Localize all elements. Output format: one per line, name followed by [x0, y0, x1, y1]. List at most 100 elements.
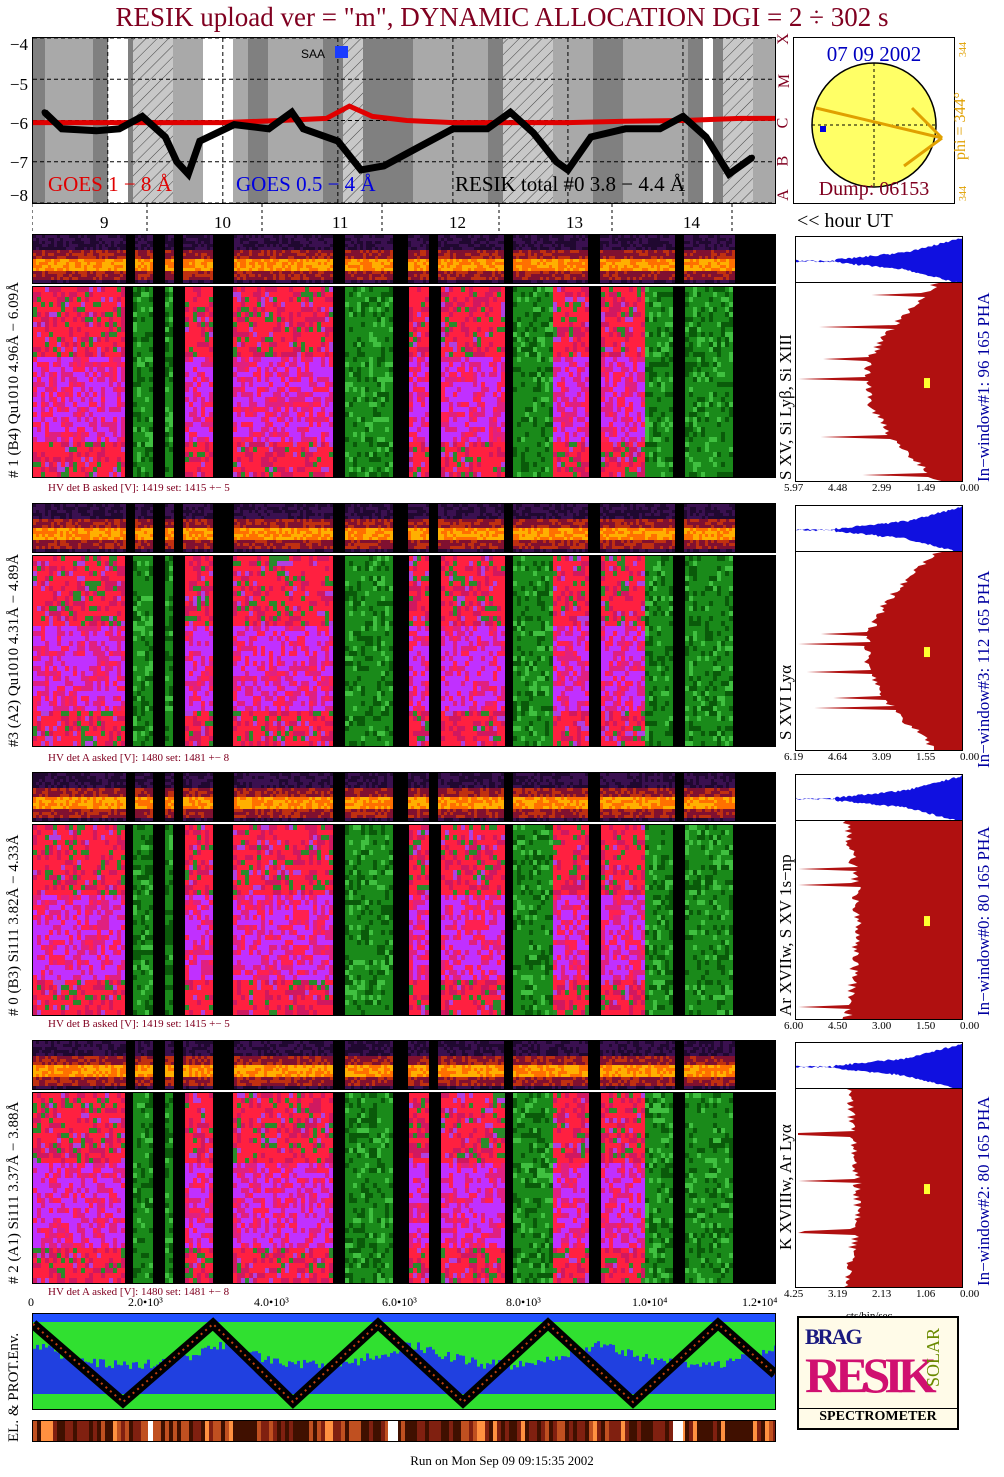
hour-axis — [32, 204, 733, 234]
hist-tick-label: 1.55 — [916, 751, 935, 763]
hist-tick-label: 2.99 — [872, 482, 891, 494]
sun-orientation-panel: 07 09 2002 Dump: 06153 — [793, 37, 955, 204]
detector-low-res-strip — [32, 503, 776, 553]
hist-tick-label: 3.00 — [872, 1020, 891, 1032]
legend-goes-short: GOES 0.5 − 4 Å — [236, 172, 376, 197]
detector-0-lines: Ar XVIIw, S XV 1s−np — [776, 816, 796, 1016]
window-marker — [924, 1184, 930, 1195]
resik-total-point — [553, 158, 560, 165]
env-xtick: 2.0•10³ — [128, 1295, 163, 1310]
resik-total-point — [380, 162, 387, 169]
hist-tick-label: 4.50 — [828, 1020, 847, 1032]
spectrum-histogram — [795, 551, 963, 751]
goes-long-point — [404, 118, 409, 123]
goes-long-point — [324, 116, 329, 121]
hist-tick-label: 1.50 — [916, 1020, 935, 1032]
detector-1-lines: S XV, Si Lyβ, Si XIII — [776, 300, 796, 480]
hist-tick-label: 0.00 — [960, 1020, 979, 1032]
resik-total-point — [265, 125, 272, 132]
window-marker — [924, 916, 930, 927]
spectrum-histogram — [795, 282, 963, 482]
resik-total-point — [173, 158, 180, 165]
resik-total-point — [116, 125, 123, 132]
detector-0-label: # 0 (B3) Si111 3.82Å − 4.33Å — [6, 774, 23, 1016]
class-letter-x: X — [775, 33, 793, 45]
goes-ytick: −4 — [2, 35, 28, 55]
sun-date: 07 09 2002 — [794, 42, 954, 67]
hist-tick-label: 6.00 — [784, 1020, 803, 1032]
goes-ytick: −6 — [2, 114, 28, 134]
hist-tick-label: 4.25 — [784, 1288, 803, 1300]
detector-low-res-strip — [32, 234, 776, 284]
goes-long-point — [738, 116, 743, 121]
detector-1-window: In−window#1: 96 165 PHA — [974, 226, 994, 482]
detector-2-hv: HV det A asked [V]: 1480 set: 1481 +− 8 — [48, 1286, 229, 1298]
pha-histogram — [795, 236, 963, 288]
class-letter-m: M — [776, 74, 794, 88]
spectrum-histogram — [795, 1088, 963, 1288]
footer-run-info: Run on Mon Sep 09 09:15:35 2002 — [0, 1453, 1004, 1469]
resik-total-point — [162, 134, 169, 140]
goes-long-point — [33, 120, 35, 125]
env-xtick: 4.0•10³ — [254, 1295, 289, 1310]
dump-label: Dump: 06153 — [794, 178, 954, 201]
hist-tick-label: 0.00 — [960, 1288, 979, 1300]
resik-total-point — [507, 109, 514, 116]
detector-low-res-strip — [32, 772, 776, 822]
hist-tick-label: 0.00 — [960, 751, 979, 763]
legend-resik-total: RESIK total #0 3.8 − 4.4 Å — [455, 172, 685, 197]
hist-tick-label: 0.00 — [960, 482, 979, 494]
detector-0-window: In−window#0: 80 165 PHA — [974, 766, 994, 1016]
saa-marker — [335, 46, 348, 58]
resik-total-point — [564, 167, 571, 173]
pointing-marker — [820, 126, 826, 132]
detector-2-label: # 2 (A1) Si111 3.37Å − 3.88Å — [6, 1042, 23, 1284]
goes-long-point — [370, 114, 375, 119]
env-xtick: 0 — [28, 1295, 34, 1310]
hist-tick-label: 1.06 — [916, 1288, 935, 1300]
detector-3-label: #3 (A2) Qu1010 4.31Å − 4.89Å — [6, 505, 23, 747]
env-label: EL. & PROT.Env. — [6, 1312, 23, 1442]
phi-label: phi = 344° — [952, 60, 970, 160]
goes-long-point — [508, 120, 513, 125]
hist-tick-label: 1.49 — [916, 482, 935, 494]
resik-total-point — [300, 125, 307, 132]
hist-tick-label: 4.64 — [828, 751, 847, 763]
goes-long-point — [773, 116, 775, 121]
pha-histogram — [795, 774, 963, 826]
resik-total-point — [93, 127, 100, 134]
resik-total-point — [702, 134, 709, 140]
detector-2-lines: K XVIIIw, Ar Lyα — [776, 1082, 796, 1250]
resik-total-point — [231, 121, 238, 128]
particle-environment-panel — [32, 1313, 776, 1410]
hour-tick-label: 9 — [100, 213, 109, 233]
resik-total-point — [185, 171, 192, 178]
hist-tick-label: 4.48 — [828, 482, 847, 494]
detector-3-lines: S XVI Lyα — [776, 600, 796, 740]
sun-disk-diagram — [811, 62, 944, 188]
class-letter-a: A — [775, 189, 793, 201]
pha-histogram — [795, 1042, 963, 1094]
detector-low-res-strip — [32, 1040, 776, 1090]
resik-total-point — [58, 125, 65, 132]
goes-long-point — [347, 104, 352, 109]
hist-tick-label: 2.13 — [872, 1288, 891, 1300]
detector-spectrogram — [32, 286, 776, 478]
resik-total-point — [748, 154, 755, 161]
resik-total-point — [41, 109, 48, 116]
resik-total-point — [484, 125, 491, 132]
saa-label: SAA — [301, 47, 325, 61]
goes-long-point — [623, 119, 628, 124]
pha-histogram — [795, 505, 963, 557]
resik-total-point — [587, 134, 594, 140]
resik-total-point — [139, 113, 146, 120]
resik-total-point — [622, 125, 629, 132]
goes-ytick: −8 — [2, 186, 28, 206]
detector-spectrogram — [32, 824, 776, 1016]
window-marker — [924, 378, 930, 389]
goes-long-point — [450, 120, 455, 125]
legend-goes-long: GOES 1 − 8 Å — [48, 172, 172, 197]
goes-ytick: −5 — [2, 75, 28, 95]
goes-long-point — [163, 120, 168, 125]
hour-unit-label: << hour UT — [797, 210, 893, 233]
